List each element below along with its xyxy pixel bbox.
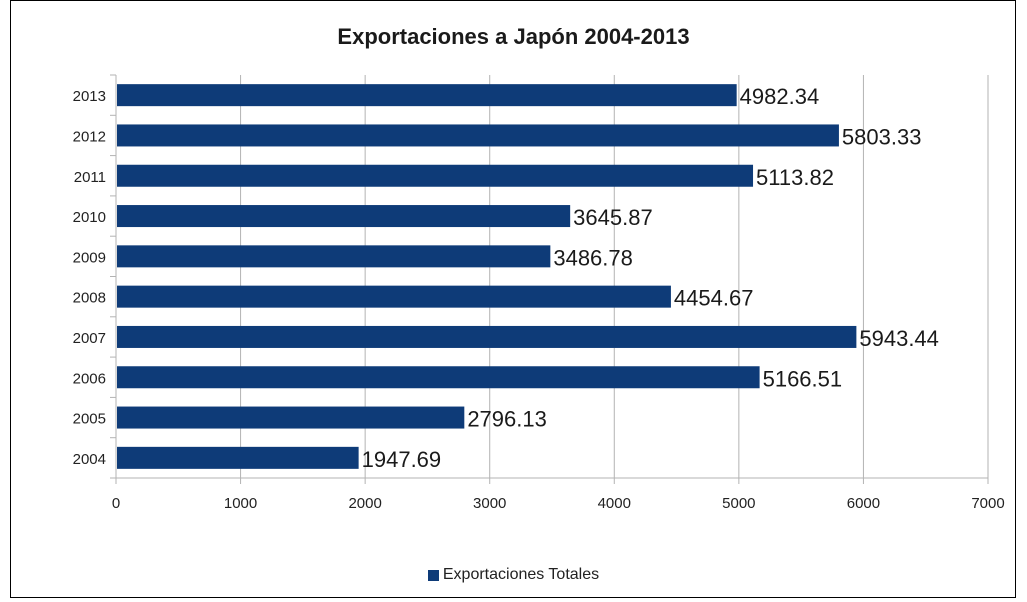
y-tick-label: 2008: [73, 290, 106, 307]
y-tick-label: 2005: [73, 411, 106, 428]
x-tick-label: 1000: [224, 495, 257, 512]
chart-title: Exportaciones a Japón 2004-2013: [337, 24, 690, 49]
bar: [117, 164, 754, 187]
data-label: 5113.82: [756, 165, 834, 190]
x-tick-label: 4000: [598, 495, 631, 512]
bar: [117, 84, 737, 107]
y-tick-label: 2009: [73, 249, 106, 266]
bar: [117, 285, 671, 308]
data-label: 5943.44: [859, 326, 939, 351]
data-label: 3486.78: [553, 245, 633, 270]
data-label: 5803.33: [842, 124, 922, 149]
bar: [117, 406, 465, 429]
y-tick-label: 2006: [73, 370, 106, 387]
x-tick-label: 0: [112, 495, 120, 512]
legend-label: Exportaciones Totales: [442, 566, 600, 583]
x-tick-label: 6000: [847, 495, 880, 512]
data-label: 4982.34: [740, 84, 820, 109]
data-label: 4454.67: [674, 286, 754, 311]
y-tick-label: 2010: [73, 209, 106, 226]
x-tick-label: 5000: [722, 495, 755, 512]
x-tick-label: 7000: [971, 495, 1004, 512]
y-tick-label: 2013: [73, 88, 106, 105]
x-tick-label: 3000: [473, 495, 506, 512]
bar: [117, 366, 760, 389]
y-tick-label: 2007: [73, 330, 106, 347]
legend: Exportaciones Totales: [0, 566, 1027, 584]
x-tick-label: 2000: [348, 495, 381, 512]
bar: [117, 325, 857, 348]
bar: [117, 124, 839, 147]
data-label: 1947.69: [362, 447, 442, 472]
y-tick-label: 2011: [74, 169, 106, 186]
y-tick-label: 2004: [73, 451, 106, 468]
bar: [117, 245, 551, 268]
data-label: 3645.87: [573, 205, 653, 230]
bar: [117, 446, 359, 469]
legend-swatch: [427, 569, 439, 581]
bar: [117, 205, 571, 228]
y-tick-label: 2012: [73, 128, 106, 145]
data-label: 5166.51: [763, 366, 843, 391]
data-label: 2796.13: [467, 407, 547, 432]
